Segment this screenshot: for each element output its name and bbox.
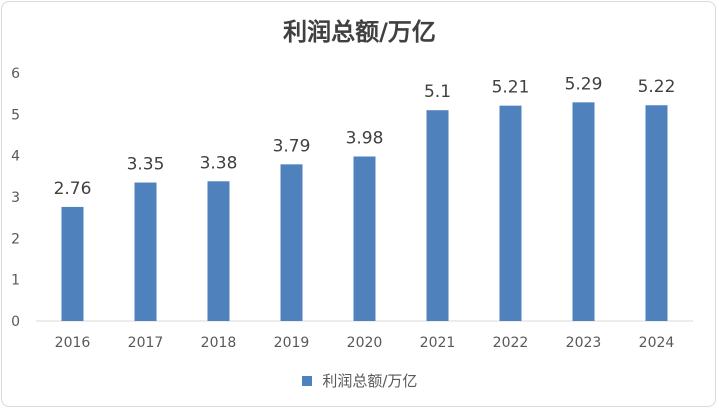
bar-2023 bbox=[572, 102, 595, 321]
x-tick-label: 2016 bbox=[55, 335, 91, 351]
x-tick-label: 2024 bbox=[639, 335, 675, 351]
legend: 利润总额/万亿 bbox=[0, 370, 719, 391]
bar-2020 bbox=[353, 156, 376, 321]
chart-title: 利润总额/万亿 bbox=[283, 18, 436, 46]
x-tick-label: 2023 bbox=[566, 335, 602, 351]
data-label-2021: 5.1 bbox=[424, 82, 451, 102]
y-tick-label: 4 bbox=[11, 149, 20, 165]
y-tick-label: 2 bbox=[11, 231, 20, 247]
x-tick-label: 2022 bbox=[493, 335, 529, 351]
y-tick-label: 5 bbox=[11, 107, 20, 123]
data-label-2019: 3.79 bbox=[273, 136, 311, 156]
y-tick-label: 1 bbox=[11, 273, 20, 289]
x-tick-label: 2019 bbox=[274, 335, 310, 351]
data-label-2023: 5.29 bbox=[565, 74, 603, 94]
bar-2024 bbox=[645, 105, 668, 322]
y-tick-label: 6 bbox=[11, 66, 20, 82]
bar-2017 bbox=[134, 182, 157, 321]
legend-label: 利润总额/万亿 bbox=[322, 372, 418, 390]
bar-2019 bbox=[280, 164, 303, 321]
data-label-2022: 5.21 bbox=[492, 78, 530, 98]
data-label-2024: 5.22 bbox=[638, 77, 676, 97]
x-tick-label: 2017 bbox=[128, 335, 164, 351]
bar-2022 bbox=[499, 105, 522, 321]
x-tick-label: 2018 bbox=[201, 335, 237, 351]
bar-2016 bbox=[61, 206, 84, 321]
x-tick-label: 2020 bbox=[347, 335, 383, 351]
y-tick-label: 3 bbox=[11, 190, 20, 206]
x-tick-label: 2021 bbox=[420, 335, 456, 351]
y-tick-label: 0 bbox=[11, 314, 20, 330]
bar-2018 bbox=[207, 181, 230, 321]
data-label-2017: 3.35 bbox=[127, 155, 165, 175]
data-label-2018: 3.38 bbox=[200, 153, 238, 173]
legend-swatch bbox=[301, 375, 312, 386]
data-label-2016: 2.76 bbox=[54, 179, 92, 199]
data-label-2020: 3.98 bbox=[346, 128, 384, 148]
bar-2021 bbox=[426, 110, 449, 321]
